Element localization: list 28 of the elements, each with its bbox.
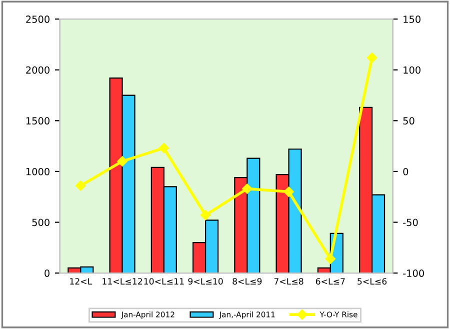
y-tick-label: 1000 (26, 168, 50, 176)
y2-tick-label: 150 (404, 16, 420, 23)
y2-tick-label: 0 (403, 168, 408, 176)
point (117, 156, 128, 166)
point (242, 184, 252, 194)
x-tick-label: 12<L (70, 278, 92, 284)
x-tick-label: 11<L≤12 (102, 278, 142, 284)
y-tick-label: 2000 (26, 66, 50, 74)
x-tick-label: 8<L≤9 (232, 278, 262, 285)
x-tick-label: 7<L≤8 (274, 278, 304, 285)
point (284, 186, 294, 197)
y2-tick-label: -100 (403, 270, 424, 277)
y-tick-label: 2500 (26, 16, 50, 23)
y2-tick-label: -50 (403, 218, 418, 226)
x-tick-label: 9<L≤10 (188, 278, 223, 285)
point (366, 52, 378, 63)
y-tick-label: 0 (44, 270, 50, 277)
x-tick-label: 5<L≤6 (358, 278, 387, 285)
x-tick-label: 6<L≤7 (316, 278, 345, 285)
y2-tick-label: 100 (404, 66, 420, 74)
y2-tick-label: 50 (403, 117, 414, 125)
point (200, 210, 211, 220)
point (325, 254, 336, 264)
y-tick-label: 1500 (26, 117, 50, 125)
point (76, 180, 86, 191)
x-tick-label: 10<L≤11 (144, 278, 184, 285)
point (158, 142, 170, 154)
y-tick-label: 500 (32, 218, 50, 226)
